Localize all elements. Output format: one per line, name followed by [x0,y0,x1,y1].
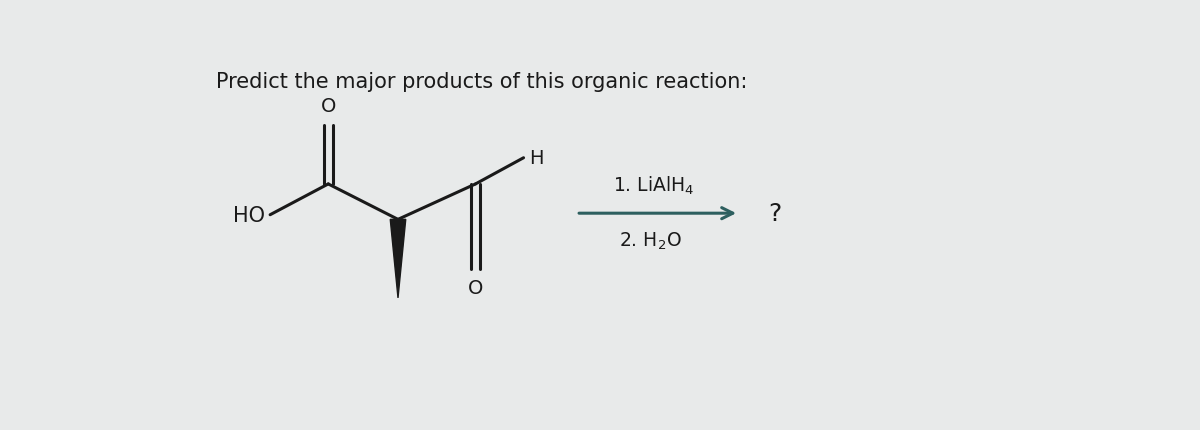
Text: H: H [529,149,544,168]
Polygon shape [390,220,406,298]
Text: ?: ? [768,202,781,226]
Text: 1. LiAlH$_4$: 1. LiAlH$_4$ [613,175,695,197]
Text: HO: HO [233,205,265,225]
Text: O: O [468,278,484,297]
Text: 2. H$_2$O: 2. H$_2$O [618,230,682,252]
Text: Predict the major products of this organic reaction:: Predict the major products of this organ… [216,71,748,92]
Text: O: O [320,97,336,116]
